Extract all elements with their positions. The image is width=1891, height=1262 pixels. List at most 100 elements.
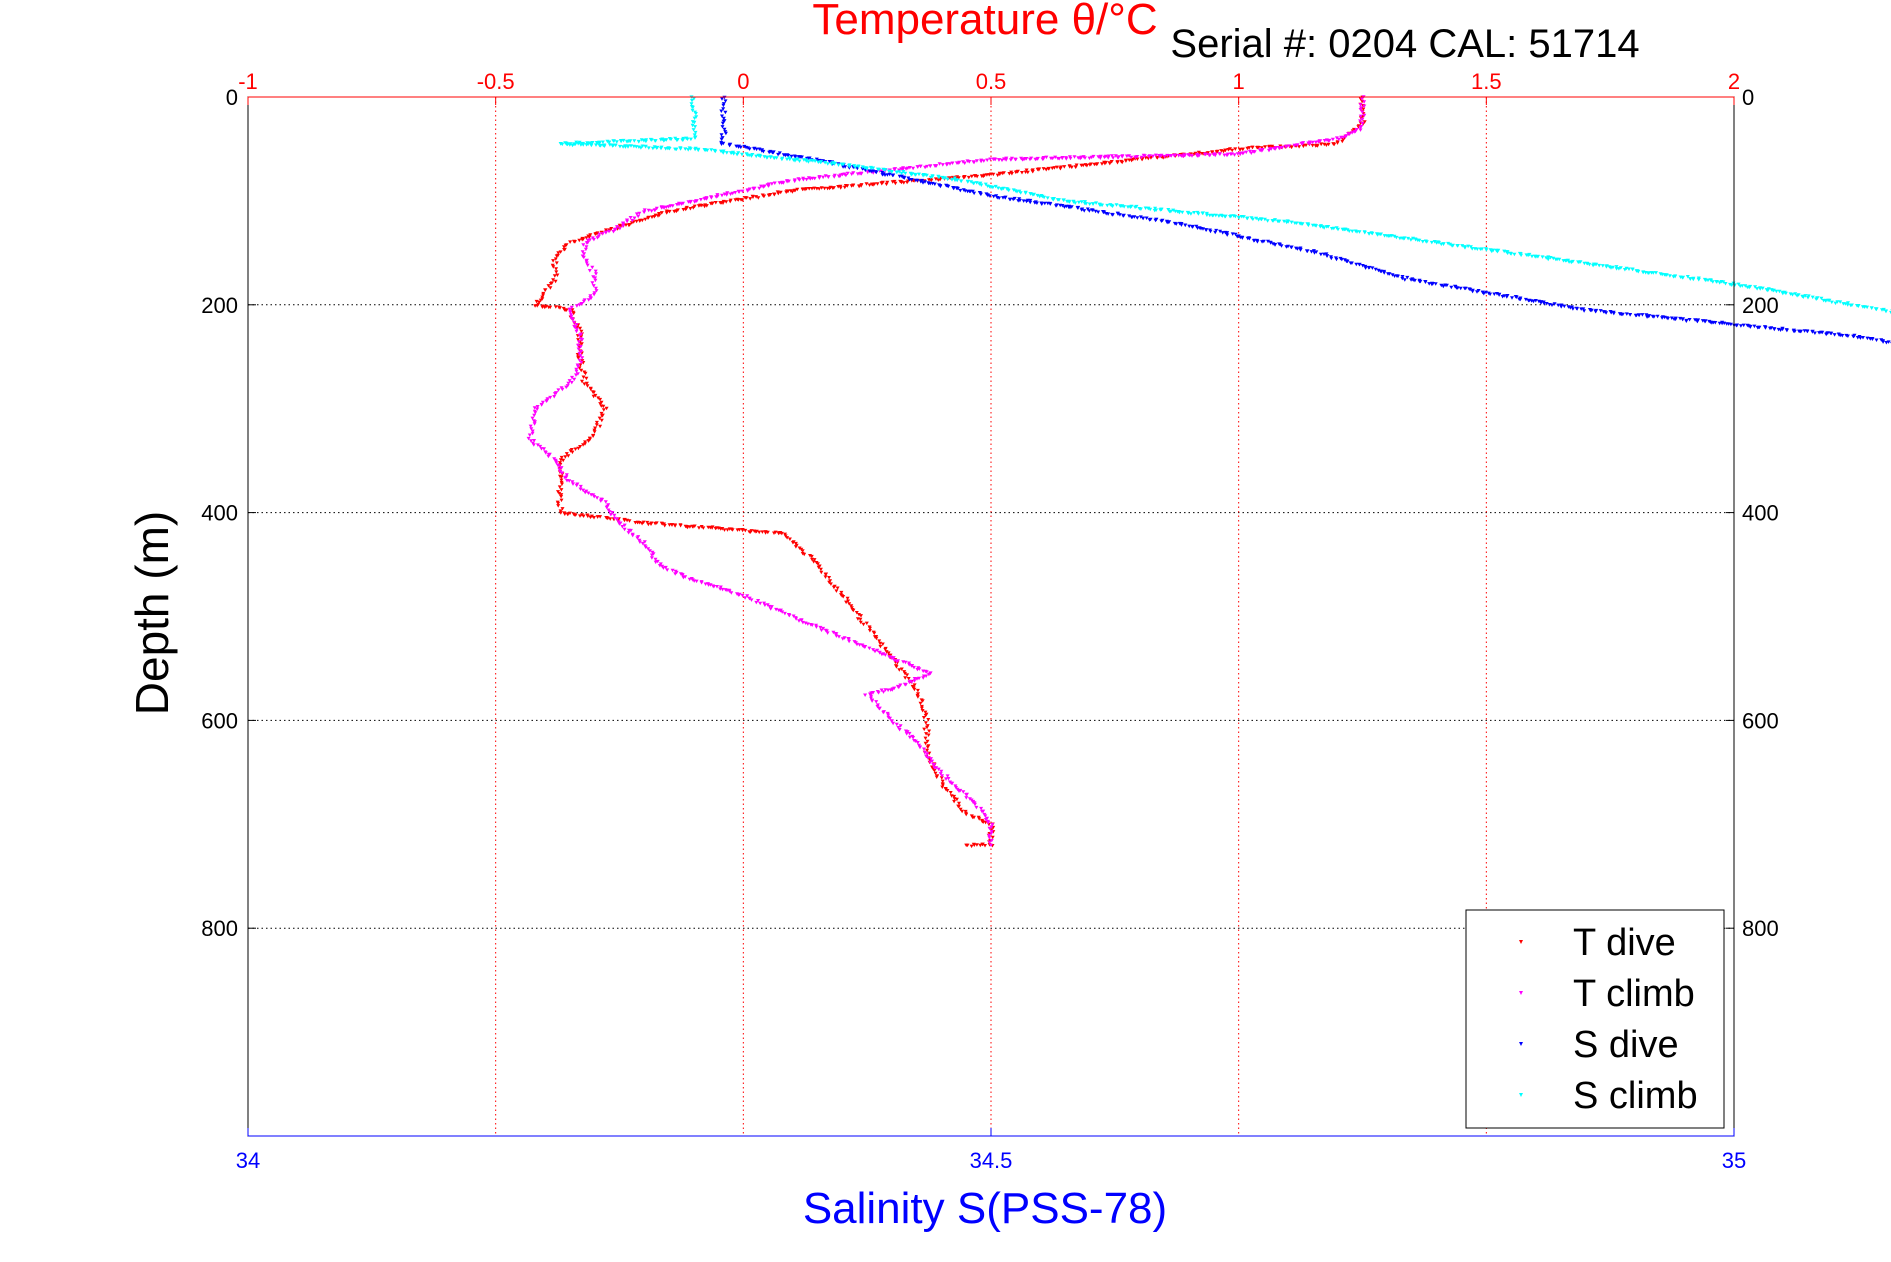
data-point (1359, 97, 1364, 101)
data-point (983, 820, 988, 825)
data-point (1341, 137, 1346, 142)
data-point (1339, 257, 1344, 262)
data-point (725, 528, 730, 532)
data-point (1728, 322, 1733, 327)
data-point (601, 404, 606, 409)
data-point (928, 760, 933, 765)
data-point (1087, 202, 1092, 206)
data-point (530, 429, 535, 433)
data-point (907, 731, 912, 736)
data-point (568, 240, 573, 244)
data-point (551, 265, 556, 269)
data-point (579, 329, 584, 334)
data-point (945, 177, 950, 182)
data-point (818, 160, 823, 165)
data-point (729, 591, 734, 595)
data-point (1591, 263, 1596, 268)
data-point (830, 186, 835, 190)
data-point (573, 513, 578, 517)
data-point (1514, 295, 1519, 299)
data-point (1042, 201, 1047, 206)
data-point (653, 521, 658, 526)
data-point (694, 199, 699, 203)
data-point (1354, 128, 1359, 132)
data-point (1020, 171, 1024, 175)
data-point (1006, 188, 1011, 193)
data-point (1752, 324, 1757, 329)
data-point (877, 707, 882, 711)
data-point (1314, 250, 1319, 254)
data-point (1358, 128, 1363, 132)
data-point (560, 482, 564, 486)
data-point (1044, 155, 1049, 160)
data-point (533, 420, 537, 424)
data-point (1251, 239, 1256, 243)
data-point (574, 323, 579, 327)
data-point (1120, 160, 1125, 165)
data-point (955, 175, 960, 179)
legend-marker (1519, 1042, 1523, 1046)
data-point (884, 182, 889, 187)
data-point (1041, 167, 1046, 171)
data-point (583, 371, 588, 376)
data-point (1105, 203, 1110, 208)
data-point (1784, 328, 1789, 333)
data-point (693, 136, 697, 140)
data-point (1336, 137, 1341, 142)
data-point (869, 696, 873, 701)
data-point (925, 752, 930, 756)
data-point (622, 518, 627, 523)
data-point (645, 520, 650, 525)
data-point (793, 159, 797, 163)
data-point (563, 455, 568, 459)
data-point (569, 305, 574, 310)
data-point (560, 507, 565, 511)
data-point (809, 554, 814, 559)
data-point (556, 388, 561, 392)
data-point (787, 537, 792, 541)
data-point (1587, 262, 1592, 267)
data-point (594, 420, 599, 425)
depth-tick-label-right: 0 (1742, 85, 1754, 110)
data-point (1449, 285, 1454, 290)
data-point (558, 306, 562, 310)
data-point (1666, 316, 1670, 321)
data-point (957, 801, 961, 806)
depth-tick-label-left: 0 (226, 85, 238, 110)
data-point (1179, 223, 1184, 227)
data-point (532, 413, 537, 418)
data-point (570, 480, 575, 484)
data-point (1374, 232, 1379, 236)
data-point (1799, 329, 1803, 334)
data-point (553, 305, 558, 309)
data-point (720, 121, 725, 126)
salinity-tick-label: 35 (1722, 1148, 1746, 1173)
data-point (691, 206, 696, 210)
data-point (1322, 226, 1327, 230)
data-point (1721, 280, 1726, 284)
data-point (1597, 263, 1602, 268)
data-point (584, 143, 589, 147)
data-point (1604, 311, 1609, 315)
data-point (883, 653, 888, 657)
data-point (622, 527, 627, 532)
data-point (898, 724, 903, 728)
data-point (1688, 277, 1693, 281)
data-point (720, 193, 724, 198)
data-point (585, 238, 590, 243)
data-point (546, 284, 551, 288)
data-point (981, 159, 986, 163)
data-point (1188, 212, 1193, 216)
data-point (1310, 143, 1315, 148)
data-point (580, 236, 585, 241)
data-point (1166, 208, 1171, 212)
data-point (642, 208, 647, 212)
data-point (1284, 245, 1289, 249)
data-point (940, 774, 945, 778)
data-point (1810, 329, 1815, 334)
data-point (1455, 286, 1460, 290)
data-point (705, 148, 710, 153)
data-point (1153, 206, 1158, 211)
data-point (1110, 154, 1114, 158)
data-point (1272, 147, 1277, 151)
